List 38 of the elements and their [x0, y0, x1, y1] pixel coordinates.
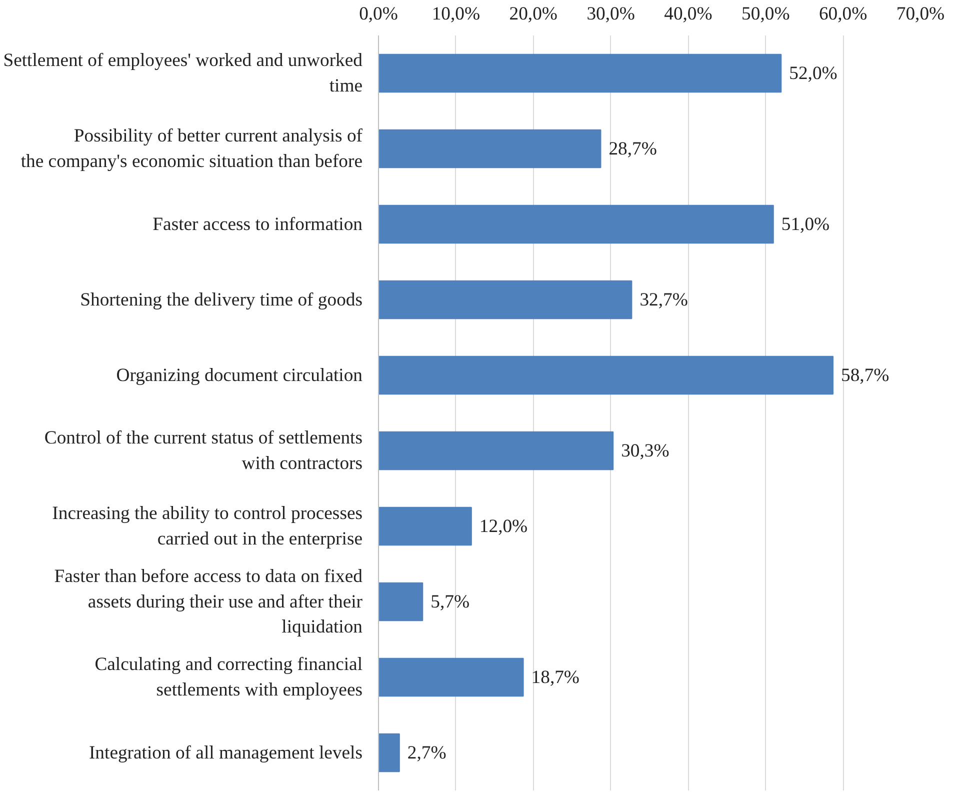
data-label: 2,7%	[407, 742, 446, 764]
x-tick-label: 70,0%	[896, 4, 945, 24]
data-label: 18,7%	[531, 666, 580, 688]
data-label: 12,0%	[479, 516, 528, 537]
y-tick-label: Faster access to information	[152, 214, 364, 235]
x-tick-label: 50,0%	[742, 4, 790, 24]
bar	[378, 280, 632, 320]
data-label: 30,3%	[621, 440, 670, 462]
bar	[378, 658, 524, 697]
data-label: 32,7%	[640, 289, 688, 310]
y-tick-label: Control of the current status of settlements with contractors	[44, 428, 363, 474]
bar	[378, 356, 834, 395]
y-tick-label: Integration of all management levels	[88, 742, 363, 764]
bar	[378, 54, 782, 93]
y-tick-label: Shortening the delivery time of goods	[80, 289, 363, 310]
bar	[378, 733, 400, 772]
y-tick-label: Increasing the ability to control processes carried out in the enterprise	[52, 503, 363, 550]
x-tick-label: 40,0%	[664, 4, 712, 24]
data-label: 58,7%	[841, 364, 890, 386]
bar	[378, 506, 472, 546]
data-label: 52,0%	[789, 62, 838, 84]
data-label: 28,7%	[608, 138, 657, 160]
y-tick-label: Settlement of employees' worked and unworked time	[3, 50, 364, 96]
bar	[378, 204, 774, 244]
y-tick-label: Calculating and correcting financial settlements with employees	[94, 654, 363, 700]
bar	[378, 129, 602, 168]
data-label: 5,7%	[430, 591, 470, 612]
x-tick-label: 60,0%	[818, 4, 868, 24]
x-tick-label: 30,0%	[586, 4, 635, 24]
bar	[378, 431, 614, 470]
x-tick-label: 20,0%	[509, 4, 558, 24]
y-tick-label: Possibility of better current analysis of the company's economic situation than before	[20, 126, 364, 172]
x-tick-label: 0,0%	[359, 4, 398, 24]
bar	[378, 582, 424, 622]
data-label: 51,0%	[781, 214, 830, 235]
x-tick-label: 10,0%	[432, 4, 480, 24]
y-tick-label: Organizing document circulation	[116, 364, 364, 386]
y-tick-label: Faster than before access to data on fixed assets during their use and after their liquidation	[54, 566, 364, 638]
